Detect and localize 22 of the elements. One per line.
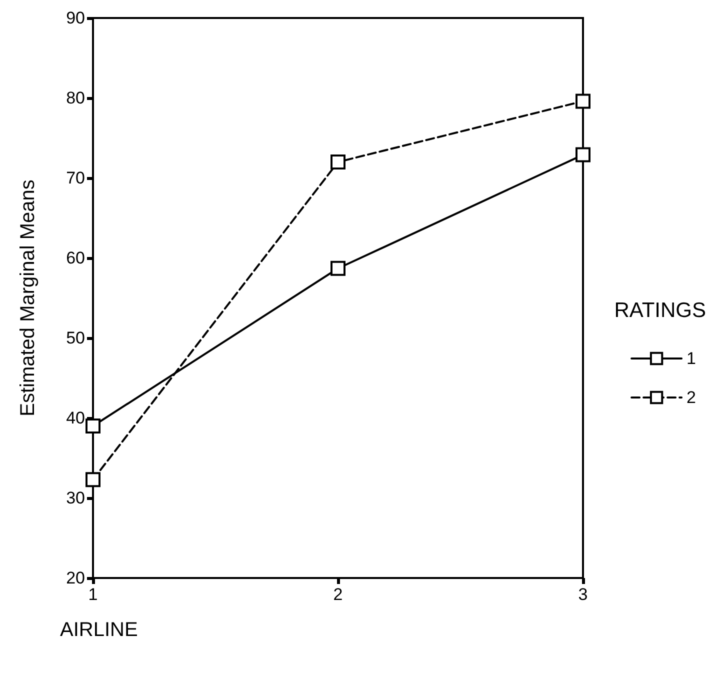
point bbox=[576, 147, 590, 162]
legend-label: 2 bbox=[686, 388, 696, 407]
legend-title: RATINGS bbox=[614, 299, 706, 322]
x-tick-label: 1 bbox=[88, 585, 98, 604]
point bbox=[330, 154, 346, 170]
x-tick-label: 2 bbox=[333, 585, 343, 604]
y-tick-label: 80 bbox=[66, 88, 85, 108]
point bbox=[86, 418, 100, 434]
y-tick-label: 70 bbox=[66, 168, 85, 188]
legend-label: 1 bbox=[686, 349, 696, 368]
x-axis-title: AIRLINE bbox=[60, 619, 138, 641]
y-tick-label: 40 bbox=[66, 408, 85, 428]
y-tick-label: 60 bbox=[66, 248, 85, 268]
y-tick-label: 50 bbox=[66, 328, 85, 348]
x-tick-label: 3 bbox=[578, 585, 588, 604]
point bbox=[330, 260, 346, 276]
point bbox=[86, 472, 100, 488]
y-tick-label: 30 bbox=[66, 488, 85, 508]
y-tick-label: 90 bbox=[66, 8, 85, 28]
y-tick-label: 20 bbox=[66, 568, 85, 588]
y-axis-title: Estimated Marginal Means bbox=[17, 180, 39, 416]
point bbox=[576, 94, 590, 109]
